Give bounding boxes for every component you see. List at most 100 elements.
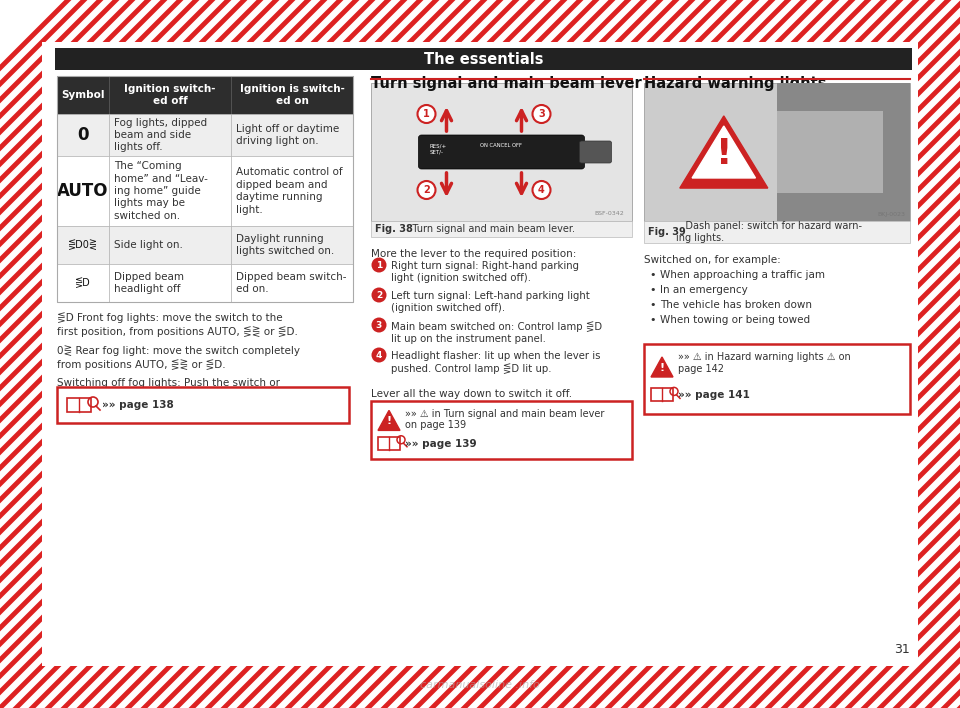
Text: on page 139: on page 139: [405, 420, 467, 430]
Text: Ignition switch-
ed off: Ignition switch- ed off: [124, 84, 216, 106]
Text: !: !: [660, 363, 664, 373]
Text: »» ⚠ in Hazard warning lights ⚠ on: »» ⚠ in Hazard warning lights ⚠ on: [678, 352, 851, 362]
Text: Symbol: Symbol: [61, 90, 105, 100]
Text: Fog lights, dipped
beam and side
lights off.: Fog lights, dipped beam and side lights …: [114, 118, 207, 152]
Text: 3: 3: [376, 321, 382, 329]
Text: Light off or daytime
driving light on.: Light off or daytime driving light on.: [236, 124, 339, 146]
FancyBboxPatch shape: [580, 141, 612, 163]
Text: Switched on, for example:: Switched on, for example:: [644, 255, 780, 265]
Text: ⋚D0⋛: ⋚D0⋛: [68, 239, 98, 251]
Bar: [371, 401, 632, 459]
Text: Fig. 39: Fig. 39: [648, 227, 685, 237]
Bar: [57, 226, 109, 264]
Bar: [644, 83, 910, 221]
Text: ⋚D: ⋚D: [75, 278, 91, 288]
Text: Ignition is switch-
ed on: Ignition is switch- ed on: [240, 84, 345, 106]
Bar: [109, 226, 231, 264]
Text: 2: 2: [376, 290, 382, 299]
Bar: [109, 156, 231, 226]
Bar: [57, 387, 349, 423]
Bar: [57, 114, 109, 156]
Text: Turn signal and main beam lever.: Turn signal and main beam lever.: [403, 224, 575, 234]
Text: •: •: [649, 300, 656, 310]
Text: Fig. 38: Fig. 38: [375, 224, 413, 234]
Text: 0⋛ Rear fog light: move the switch completely
from positions AUTO, ⋚⋛ or ⋚D.: 0⋛ Rear fog light: move the switch compl…: [57, 345, 300, 370]
Text: 0: 0: [77, 126, 88, 144]
Text: The essentials: The essentials: [423, 52, 543, 67]
Text: ON CANCEL OFF: ON CANCEL OFF: [481, 143, 522, 148]
Bar: [55, 48, 912, 70]
Text: 3: 3: [539, 109, 545, 119]
Text: SET/-: SET/-: [429, 150, 444, 155]
Polygon shape: [692, 126, 756, 178]
Text: 1: 1: [376, 261, 382, 270]
Text: 4: 4: [375, 350, 382, 360]
Text: »» page 139: »» page 139: [405, 439, 476, 449]
Text: »» page 141: »» page 141: [678, 389, 750, 399]
Text: When towing or being towed: When towing or being towed: [660, 315, 810, 325]
Text: RES/+: RES/+: [429, 143, 446, 148]
Bar: [231, 226, 353, 264]
Text: 4: 4: [539, 185, 545, 195]
Text: »» ⚠ in Turn signal and main beam lever: »» ⚠ in Turn signal and main beam lever: [405, 409, 605, 419]
Text: Turn signal and main beam lever: Turn signal and main beam lever: [371, 76, 641, 91]
Text: Dipped beam
headlight off: Dipped beam headlight off: [114, 272, 184, 295]
Circle shape: [418, 105, 436, 123]
Text: BSF-0342: BSF-0342: [594, 211, 624, 216]
Text: •: •: [649, 315, 656, 325]
Bar: [371, 83, 632, 221]
Bar: [57, 156, 109, 226]
Text: Switching off fog lights: Push the switch or
turn it to the 0 position.: Switching off fog lights: Push the switc…: [57, 378, 280, 401]
Text: Automatic control of
dipped beam and
daytime running
light.: Automatic control of dipped beam and day…: [236, 167, 343, 215]
Text: 2: 2: [423, 185, 430, 195]
Bar: [57, 76, 109, 114]
Text: In an emergency: In an emergency: [660, 285, 748, 295]
Circle shape: [418, 181, 436, 199]
Text: Dipped beam switch-
ed on.: Dipped beam switch- ed on.: [236, 272, 347, 295]
Text: Daylight running
lights switched on.: Daylight running lights switched on.: [236, 234, 334, 256]
Bar: [644, 344, 910, 414]
Bar: [777, 110, 883, 193]
Text: Dash panel: switch for hazard warn-
ing lights.: Dash panel: switch for hazard warn- ing …: [676, 221, 862, 243]
Bar: [378, 437, 400, 450]
Polygon shape: [378, 411, 400, 430]
Circle shape: [372, 348, 387, 362]
Text: »» page 138: »» page 138: [102, 400, 174, 410]
Text: More the lever to the required position:: More the lever to the required position:: [371, 249, 576, 259]
Bar: [644, 221, 910, 243]
Text: !: !: [387, 416, 392, 426]
Polygon shape: [680, 116, 768, 188]
FancyBboxPatch shape: [419, 135, 585, 169]
Bar: [109, 264, 231, 302]
Bar: [371, 221, 632, 237]
Bar: [651, 389, 673, 401]
Bar: [777, 83, 910, 221]
Text: •: •: [649, 285, 656, 295]
Text: Hazard warning lights: Hazard warning lights: [644, 76, 827, 91]
Circle shape: [372, 287, 387, 302]
Bar: [231, 114, 353, 156]
Text: Lever all the way down to switch it off.: Lever all the way down to switch it off.: [371, 389, 572, 399]
Text: •: •: [649, 270, 656, 280]
Text: Right turn signal: Right-hand parking
light (ignition switched off).: Right turn signal: Right-hand parking li…: [391, 261, 579, 283]
Text: Headlight flasher: lit up when the lever is
pushed. Control lamp ⋚D lit up.: Headlight flasher: lit up when the lever…: [391, 351, 601, 375]
Circle shape: [372, 317, 387, 333]
Text: The “Coming
home” and “Leav-
ing home” guide
lights may be
switched on.: The “Coming home” and “Leav- ing home” g…: [114, 161, 208, 221]
Text: Left turn signal: Left-hand parking light
(ignition switched off).: Left turn signal: Left-hand parking ligh…: [391, 291, 589, 314]
Circle shape: [533, 105, 550, 123]
Text: 31: 31: [895, 643, 910, 656]
Text: Main beam switched on: Control lamp ⋚D
lit up on the instrument panel.: Main beam switched on: Control lamp ⋚D l…: [391, 321, 602, 344]
Text: carmanualsoline .info: carmanualsoline .info: [420, 680, 540, 690]
Bar: [67, 398, 91, 412]
Bar: [109, 76, 231, 114]
Bar: [231, 156, 353, 226]
Circle shape: [533, 181, 550, 199]
Text: Side light on.: Side light on.: [114, 240, 182, 250]
Text: AUTO: AUTO: [58, 182, 108, 200]
Text: When approaching a traffic jam: When approaching a traffic jam: [660, 270, 825, 280]
Polygon shape: [651, 357, 673, 377]
Bar: [57, 264, 109, 302]
Bar: [231, 264, 353, 302]
Text: BKJ-0023: BKJ-0023: [877, 212, 905, 217]
Text: !: !: [715, 137, 732, 171]
